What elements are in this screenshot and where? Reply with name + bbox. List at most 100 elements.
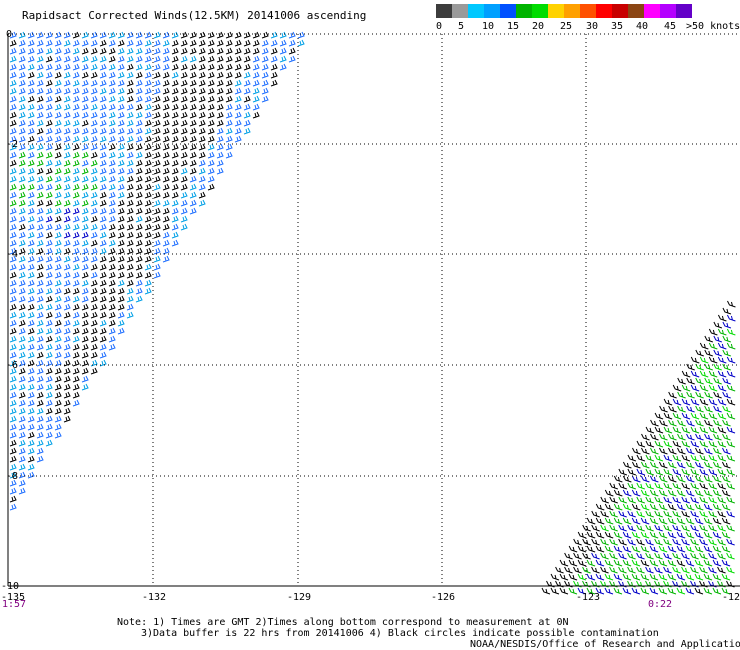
wind-barb [618,538,627,546]
wind-barb [72,271,80,279]
wind-barb [45,159,53,167]
wind-barb [654,454,664,462]
wind-barb [677,447,686,455]
wind-barb [54,431,62,439]
wind-barb [216,159,224,167]
lon-tick-label: -126 [431,592,455,603]
wind-barb [54,127,62,135]
wind-barb [726,412,736,420]
wind-barb [27,143,35,151]
wind-barb [225,55,233,63]
wind-barb [135,191,143,199]
wind-barb [126,287,134,295]
wind-barb [622,475,632,483]
wind-barb [36,71,44,79]
wind-barb [72,143,80,151]
colorbar-label: 30 [586,21,599,32]
wind-barb [609,552,618,560]
wind-barb [636,482,646,490]
wind-barb [694,517,704,525]
wind-barb [171,183,179,191]
wind-barb [27,191,35,199]
wind-barb [726,482,736,490]
wind-barb [713,419,722,427]
wind-barb [726,496,735,504]
colorbar-label: 25 [560,21,573,32]
wind-barb [144,55,152,63]
wind-barb [144,231,152,239]
wind-barb [36,79,44,87]
wind-barb [81,311,89,319]
wind-barb [45,383,53,391]
wind-barb [90,143,98,151]
wind-barb [90,207,98,215]
wind-barb [135,63,143,71]
wind-barb [645,524,654,532]
colorbar-swatch [612,4,628,18]
wind-barb [63,383,71,391]
wind-barb [99,31,107,39]
wind-barb [717,384,727,392]
wind-barb [108,215,116,223]
wind-barb [117,151,125,159]
wind-barb [180,95,188,103]
wind-barb [45,439,53,447]
wind-barb [279,31,287,39]
wind-barb [90,271,98,279]
wind-barb [9,399,17,407]
wind-barb [45,287,53,295]
wind-barb [144,103,152,111]
wind-barb [207,127,215,135]
wind-barb [171,119,179,127]
wind-barb [207,159,215,167]
wind-barb [721,461,731,469]
wind-barb [704,405,713,413]
wind-barb [604,545,614,553]
wind-barb [207,135,215,143]
wind-barb [27,415,35,423]
wind-barb [591,510,600,518]
wind-barb [144,79,152,87]
wind-barb [703,475,713,483]
wind-barb [108,159,116,167]
wind-barb [9,303,17,311]
wind-barb [645,496,654,504]
wind-barb [36,111,44,119]
wind-barb [708,566,717,574]
wind-barb [27,327,35,335]
wind-barb [18,391,26,399]
wind-barb [261,71,269,79]
wind-barb [676,559,686,567]
wind-barb [144,271,152,279]
wind-barb [595,517,605,525]
wind-barb [582,538,591,546]
wind-barb [54,335,62,343]
wind-barb [27,79,35,87]
wind-barb [695,349,704,357]
wind-barb [90,247,98,255]
wind-barb [27,263,35,271]
wind-barb [81,231,89,239]
wind-barb [36,135,44,143]
wind-barb [162,135,170,143]
wind-barb [117,223,125,231]
wind-barb [117,39,125,47]
wind-barb [72,303,80,311]
lon-tick-label: -12 [722,592,740,603]
wind-barb [261,95,269,103]
wind-barb [72,287,80,295]
wind-barb [676,545,686,553]
wind-barb [63,343,71,351]
wind-barb [225,111,233,119]
wind-barb [117,143,125,151]
wind-barb [54,239,62,247]
wind-barb [243,47,251,55]
wind-barb [550,587,560,595]
wind-barb [153,263,161,271]
wind-barb [713,447,722,455]
wind-barb [695,419,704,427]
wind-barb [189,183,197,191]
wind-barb [564,552,573,560]
wind-barb [126,135,134,143]
wind-barb [668,447,677,455]
